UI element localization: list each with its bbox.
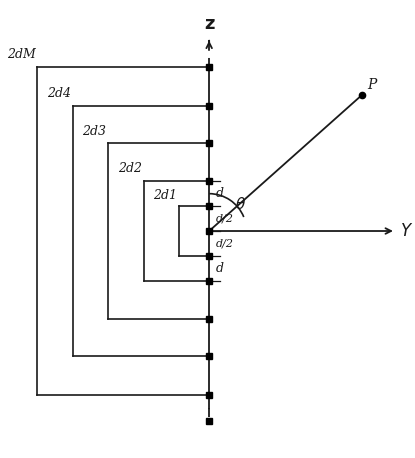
Text: P: P (367, 78, 376, 92)
Text: $\theta$: $\theta$ (235, 196, 247, 213)
Text: 2d4: 2d4 (47, 87, 71, 100)
Text: 2d3: 2d3 (83, 125, 107, 138)
Text: d: d (216, 187, 224, 200)
Text: d/2: d/2 (216, 213, 234, 224)
Text: d/2: d/2 (216, 239, 234, 249)
Text: z: z (204, 15, 215, 33)
Text: d: d (216, 262, 224, 275)
Text: Y: Y (401, 222, 412, 240)
Text: 2d1: 2d1 (154, 189, 178, 202)
Text: 2dM: 2dM (7, 48, 36, 61)
Text: 2d2: 2d2 (118, 162, 142, 175)
